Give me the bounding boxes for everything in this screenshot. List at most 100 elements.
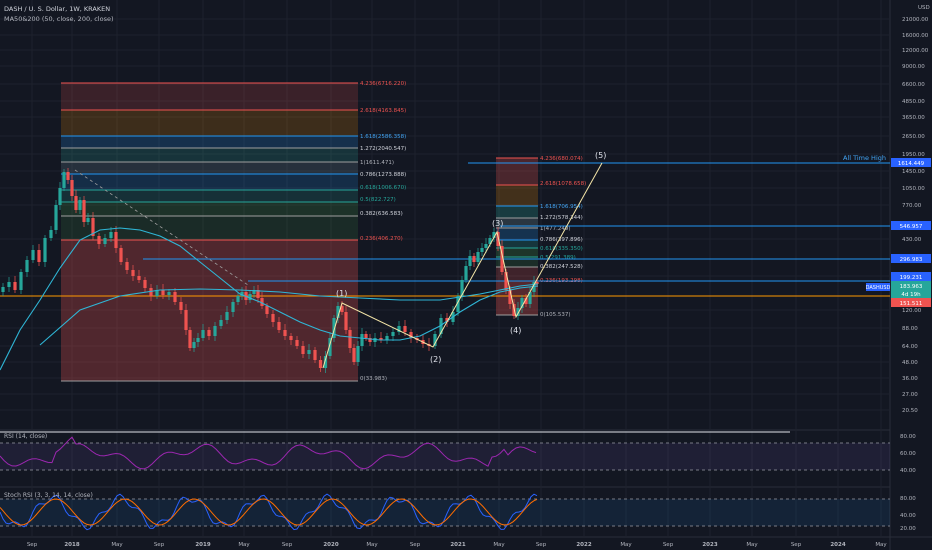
candle-body — [25, 260, 29, 272]
time-tick: 2021 — [450, 542, 465, 548]
candle-body — [524, 298, 528, 304]
time-tick: May — [875, 542, 887, 548]
fib-label: 1.272(2040.547) — [360, 146, 406, 152]
badge-296 — [891, 254, 931, 263]
fib-label: 0.382(636.583) — [360, 211, 403, 217]
trend-line-dashed[interactable] — [74, 169, 249, 286]
time-axis[interactable]: Sep 2018 May Sep 2019 May Sep 2020 May Sep 2021 May… — [27, 542, 888, 548]
candle-body — [201, 330, 205, 338]
candle-body — [196, 338, 200, 342]
candle-body — [161, 290, 165, 295]
time-tick: May — [238, 542, 250, 548]
candle-body — [520, 298, 524, 308]
price-badges: 1614.449 546.957 296.983 199.231 183.963… — [866, 158, 931, 307]
price-tick: 6600.00 — [902, 82, 925, 88]
time-tick: 2020 — [323, 542, 338, 548]
candle-body — [82, 200, 86, 222]
candle-body — [445, 318, 449, 322]
price-tick: 4850.00 — [902, 99, 925, 105]
rsi-tick: 80.00 — [900, 434, 916, 440]
candle-body — [460, 280, 464, 296]
fib-label: 0.5(822.727) — [360, 197, 396, 203]
candle-body — [103, 238, 107, 244]
stoch-tick: 80.00 — [900, 496, 916, 502]
price-tick: 1450.00 — [902, 169, 925, 175]
ma200-line[interactable] — [39, 283, 539, 346]
ma50-line[interactable] — [0, 227, 539, 371]
candle-body — [188, 330, 192, 348]
fib-zone — [496, 248, 538, 257]
candle-body — [66, 172, 70, 180]
candle-body — [283, 330, 287, 336]
stoch-k-line[interactable] — [0, 493, 538, 531]
price-tick: 1950.00 — [902, 152, 925, 158]
fib-extension-right[interactable]: 4.236(680.074) 2.618(1078.658) 1.618(706… — [496, 156, 586, 318]
fib-extension-left[interactable]: 4.236(6716.220) 2.618(4163.845) 1.618(25… — [61, 81, 406, 382]
badge-current — [891, 281, 931, 298]
candle-body — [464, 266, 468, 280]
wave-label-3: (3) — [492, 219, 503, 228]
rsi-pane[interactable]: RSI (14, close) 80.00 60.00 40.00 — [0, 431, 916, 474]
fib-zone — [61, 240, 358, 381]
candle-body — [231, 302, 235, 312]
fib-zone — [61, 202, 358, 216]
candle-body — [364, 334, 368, 338]
candle-body — [492, 232, 496, 238]
candle-body — [225, 312, 229, 320]
fib-label: 4.236(680.074) — [540, 156, 583, 162]
candle-body — [397, 326, 401, 332]
candle-body — [192, 342, 196, 348]
candle-body — [318, 360, 323, 368]
price-tick: 64.00 — [902, 344, 918, 350]
time-tick: May — [493, 542, 505, 548]
badge-current-price: 183.963 — [900, 284, 923, 290]
stoch-title[interactable]: Stoch RSI (3, 3, 14, 14, close) — [4, 492, 93, 499]
fib-zone — [496, 206, 538, 218]
fib-label: 0.5(291.389) — [540, 255, 576, 261]
fib-zone — [61, 110, 358, 136]
horizontal-levels[interactable]: All Time High — [0, 154, 890, 297]
time-tick: 2024 — [830, 542, 845, 548]
time-tick: Sep — [791, 542, 802, 548]
candle-body — [271, 314, 275, 322]
price-tick: 430.00 — [902, 237, 922, 243]
stoch-rsi-pane[interactable]: Stoch RSI (3, 3, 14, 14, close) 80.00 40… — [0, 492, 916, 532]
candle-body — [137, 276, 141, 280]
candle-body — [484, 244, 488, 248]
time-tick: Sep — [410, 542, 421, 548]
candle-body — [240, 292, 244, 296]
stoch-tick: 40.00 — [900, 513, 916, 519]
stoch-d-line[interactable] — [0, 498, 538, 526]
chart-title[interactable]: DASH / U. S. Dollar, 1W, KRAKEN — [4, 5, 110, 13]
fib-label: 1.618(706.954) — [540, 204, 583, 210]
wave-label-5: (5) — [595, 151, 606, 160]
currency-label: USD — [918, 5, 930, 11]
price-axis[interactable]: USD 21000.00 16000.00 12000.00 9000.00 6600.… — [902, 5, 930, 414]
candle-body — [167, 292, 171, 295]
candle-body — [535, 282, 539, 284]
indicator-label[interactable]: MA50&200 (50, close, 200, close) — [4, 15, 114, 23]
time-tick: 2018 — [64, 542, 79, 548]
candle-body — [213, 326, 217, 336]
candle-body — [62, 172, 66, 188]
fib-label: 1.618(2586.358) — [360, 134, 406, 140]
candle-body — [149, 288, 153, 296]
price-tick: 27.00 — [902, 392, 918, 398]
price-tick: 770.00 — [902, 203, 922, 209]
rsi-title[interactable]: RSI (14, close) — [4, 433, 47, 440]
price-tick: 120.00 — [902, 308, 922, 314]
candle-body — [340, 306, 344, 312]
elliott-wave-path[interactable] — [322, 162, 603, 369]
candle-body — [74, 196, 78, 210]
price-tick: 12000.00 — [902, 48, 929, 54]
fib-label: 0(33.983) — [360, 376, 387, 382]
candle-body — [155, 290, 159, 296]
fib-label: 1(477.249) — [540, 226, 571, 232]
rsi-line[interactable] — [0, 436, 537, 470]
fib-label: 0.618(1006.670) — [360, 185, 406, 191]
candle-body — [219, 320, 223, 326]
candle-body — [323, 356, 328, 368]
candle-body — [179, 302, 183, 310]
